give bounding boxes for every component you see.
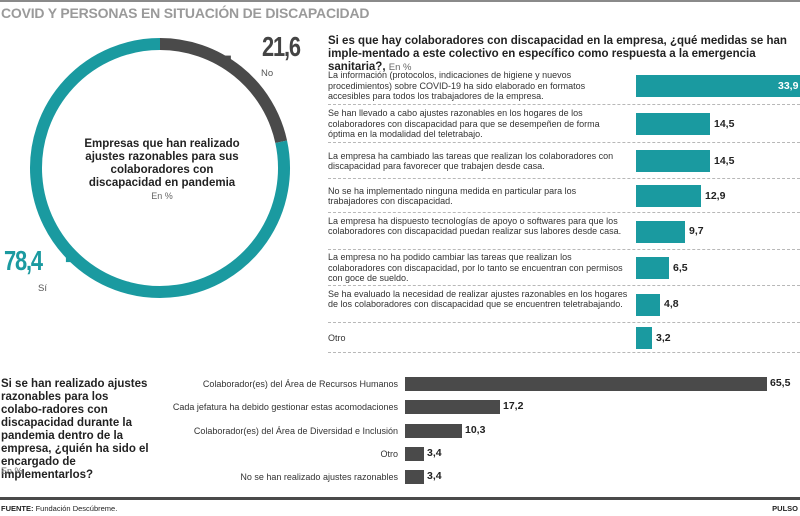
measures-row-label: No se ha implementado ninguna medida en …	[328, 185, 577, 207]
implementer-bar-value: 65,5	[770, 377, 791, 389]
implementer-row-label: Otro	[380, 449, 398, 459]
top-rule	[0, 0, 800, 2]
measures-row: Otro 3,2	[328, 323, 800, 353]
measures-bar-value: 4,8	[664, 298, 679, 310]
implementer-bar	[405, 470, 424, 484]
donut-value-no: 21,6	[262, 31, 301, 62]
measures-bar	[636, 150, 710, 172]
implementer-unit: En %	[1, 466, 23, 476]
measures-bar	[636, 185, 701, 207]
donut-value-si: 78,4	[4, 245, 43, 276]
implementer-row-label: Colaborador(es) del Área de Recursos Hum…	[202, 379, 398, 389]
donut-label-no: No	[261, 68, 274, 79]
measures-row-label: Se ha evaluado la necesidad de realizar …	[328, 288, 628, 310]
implementer-bar	[405, 424, 462, 438]
measures-row: La empresa no ha podido cambiar las tare…	[328, 250, 800, 286]
source-label: FUENTE:	[1, 504, 34, 513]
implementer-bar-value: 17,2	[503, 400, 524, 412]
measures-bar-value: 3,2	[656, 331, 671, 344]
brand-logo: PULSO	[772, 504, 798, 513]
donut-slice-si	[30, 38, 290, 298]
measures-row-label: Se han llevado a cabo ajustes razonables…	[328, 108, 600, 140]
measures-row: Se han llevado a cabo ajustes razonables…	[328, 105, 800, 143]
measures-bar-value: 12,9	[705, 189, 726, 202]
measures-title-text: Si es que hay colaboradores con discapac…	[328, 35, 787, 73]
implementer-row-label: Cada jefatura ha debido gestionar estas …	[172, 402, 398, 412]
measures-row-label: La información (protocolos, indicaciones…	[328, 70, 586, 102]
implementer-row-label: Colaborador(es) del Área de Diversidad e…	[193, 426, 398, 436]
measures-bar-value: 6,5	[673, 261, 688, 274]
measures-bar	[636, 113, 710, 135]
implementer-bar-value: 10,3	[465, 424, 486, 436]
donut-title: Empresas que han realizado ajustes razon…	[84, 138, 240, 189]
implementer-bar	[405, 447, 424, 461]
measures-bar	[636, 75, 800, 97]
implementer-bar-value: 3,4	[427, 470, 442, 482]
page-title: COVID Y PERSONAS EN SITUACIÓN DE DISCAPA…	[1, 5, 370, 21]
donut-label-si: Sí	[38, 283, 47, 294]
measures-row-label: La empresa ha dispuesto tecnologías de a…	[328, 215, 622, 237]
measures-row-label: La empresa ha cambiado las tareas que re…	[328, 150, 614, 172]
measures-bar	[636, 220, 685, 243]
measures-bar	[636, 327, 652, 349]
measures-row-label: Otro	[328, 332, 346, 343]
source-note: FUENTE: Fundación Descúbreme.	[1, 504, 117, 513]
measures-unit: En %	[388, 62, 412, 73]
measures-row: La empresa ha cambiado las tareas que re…	[328, 143, 800, 179]
implementer-row-label: No se han realizado ajustes razonables	[240, 472, 398, 482]
donut-pointer-si	[65, 252, 76, 263]
implementer-bar	[405, 377, 767, 391]
measures-row-label: La empresa no ha podido cambiar las tare…	[328, 252, 623, 284]
measures-row: Se ha evaluado la necesidad de realizar …	[328, 286, 800, 323]
measures-bar-value: 9,7	[689, 225, 704, 237]
donut-slice-no	[159, 38, 288, 144]
implementer-bar	[405, 400, 500, 414]
measures-bar-value: 14,5	[714, 117, 735, 130]
measures-bar-value: 14,5	[714, 154, 735, 167]
donut-center: Empresas que han realizado ajustes razon…	[77, 138, 247, 201]
measures-chart-title: Si es que hay colaboradores con discapac…	[328, 35, 798, 74]
donut-pointer-no	[220, 55, 231, 66]
measures-row: La información (protocolos, indicaciones…	[328, 67, 800, 105]
measures-bar	[636, 293, 660, 316]
implementer-bar-value: 3,4	[427, 447, 442, 459]
measures-bar-value: 33,9	[778, 79, 799, 92]
source-text: Fundación Descúbreme.	[33, 504, 118, 513]
bottom-rule	[0, 497, 800, 500]
donut-unit: En %	[151, 191, 173, 201]
measures-row: La empresa ha dispuesto tecnologías de a…	[328, 213, 800, 250]
donut-chart	[30, 38, 290, 298]
implementer-chart-title: Si se han realizado ajustes razonables p…	[1, 378, 149, 481]
measures-bar	[636, 257, 669, 279]
measures-row: No se ha implementado ninguna medida en …	[328, 179, 800, 213]
